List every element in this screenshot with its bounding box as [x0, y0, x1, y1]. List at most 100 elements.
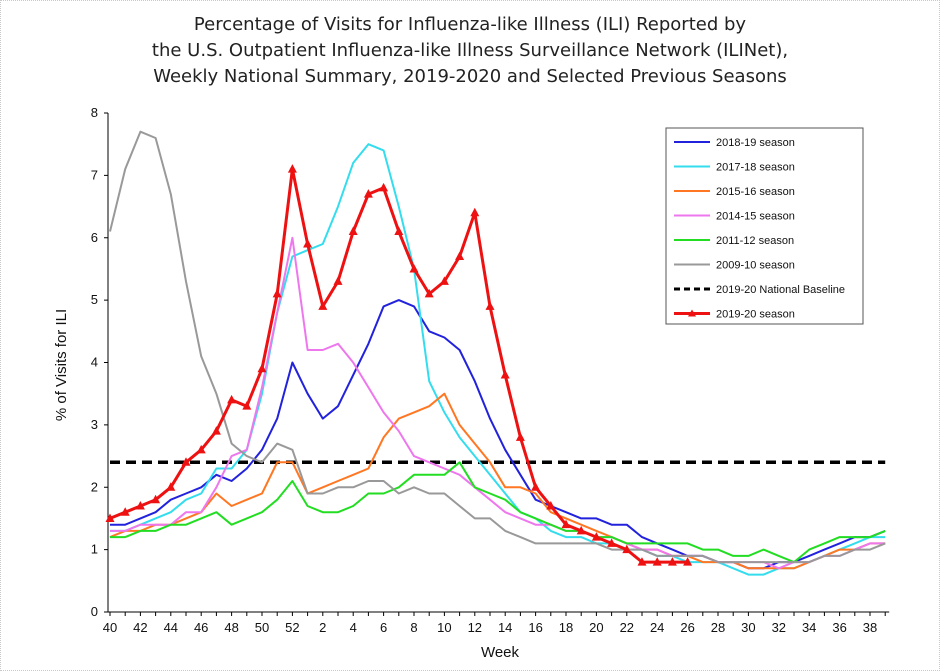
series-line-2015-16-season [109, 392, 886, 570]
y-tick-label: 0 [91, 604, 98, 619]
series-point-2019-20-season [607, 538, 617, 547]
x-tick-label: 10 [437, 620, 451, 635]
series-point-2019-20-season [196, 444, 206, 454]
series-point-2019-20-season [485, 301, 495, 310]
y-tick-label: 6 [91, 230, 98, 245]
series-point-2019-20-season [576, 525, 586, 535]
y-tick-label: 3 [91, 417, 98, 432]
series-point-2019-20-season [379, 182, 389, 192]
x-tick-label: 16 [528, 620, 542, 635]
legend-label-2017-18-season: 2017-18 season [716, 162, 795, 174]
y-tick-label: 2 [91, 479, 98, 494]
series-point-2019-20-season [287, 164, 297, 173]
x-tick-label: 4 [350, 620, 357, 635]
legend-label-2011-12-season: 2011-12 season [716, 235, 794, 247]
x-tick-label: 40 [103, 620, 117, 635]
x-tick-label: 12 [468, 620, 482, 635]
x-tick-label: 52 [285, 620, 299, 635]
x-tick-label: 8 [410, 620, 417, 635]
series-point-2019-20-season [439, 276, 449, 285]
series-point-2019-20-season [303, 238, 313, 248]
chart-title: Percentage of Visits for Influenza-like … [0, 12, 940, 90]
series-point-2019-20-season [683, 557, 693, 566]
x-tick-label: 32 [772, 620, 786, 635]
x-tick-label: 50 [255, 620, 269, 635]
series-point-2019-20-season [181, 457, 191, 466]
y-tick-labels: 0 1 2 3 4 5 6 7 8 [91, 105, 98, 619]
x-tick-label: 48 [224, 620, 238, 635]
series-point-2019-20-season [424, 288, 434, 298]
x-tick-label: 34 [802, 620, 816, 635]
x-tick-label: 26 [680, 620, 694, 635]
series-layer [105, 130, 886, 576]
y-tick-label: 8 [91, 105, 98, 120]
series-line-2011-12-season [110, 461, 886, 564]
series-point-2019-20-season [166, 482, 176, 491]
legend: 2018-19 season 2017-18 season 2015-16 seas… [665, 127, 864, 325]
chart-title-line-3: Weekly National Summary, 2019-2020 and S… [153, 66, 787, 87]
x-tick-label: 24 [650, 620, 664, 635]
x-tick-label: 22 [620, 620, 634, 635]
series-point-2019-20-season [500, 369, 510, 379]
x-tick-labels: 40 42 44 46 48 50 52 2 4 6 8 10 12 14 16 18 20 22 24 26 28 30… [103, 620, 877, 635]
legend-marker-2019-20-season [688, 309, 696, 317]
axes [104, 112, 890, 616]
x-tick-label: 6 [380, 620, 387, 635]
series-point-2019-20-season [561, 519, 571, 529]
legend-label-2009-10-season: 2009-10 season [716, 260, 795, 272]
series-point-2019-20-season [394, 226, 404, 236]
x-tick-label: 44 [164, 620, 178, 635]
series-point-2019-20-season [257, 363, 267, 373]
legend-label-2019-20-national-baseline: 2019-20 National Baseline [716, 284, 845, 296]
series-point-2019-20-season [120, 507, 130, 516]
legend-label-2015-16-season: 2015-16 season [716, 186, 795, 198]
x-tick-label: 46 [194, 620, 208, 635]
series-point-2019-20-season [135, 500, 145, 510]
legend-label-2018-19-season: 2018-19 season [716, 137, 795, 149]
y-tick-label: 5 [91, 292, 98, 307]
series-point-2019-20-season [515, 432, 525, 441]
chart-title-line-2: the U.S. Outpatient Influenza-like Illne… [151, 40, 789, 61]
legend-label-2019-20-season: 2019-20 season [716, 309, 795, 321]
series-point-2019-20-season [470, 207, 480, 217]
series-point-2019-20-season [637, 557, 647, 566]
series-point-2019-20-season [409, 263, 419, 273]
y-axis-label: % of Visits for ILI [53, 309, 70, 421]
x-tick-label: 14 [498, 620, 512, 635]
series-point-2019-20-season [652, 557, 662, 566]
x-tick-label: 36 [832, 620, 846, 635]
x-tick-label: 20 [589, 620, 603, 635]
series-point-2019-20-season [546, 500, 556, 510]
y-tick-label: 1 [91, 542, 98, 557]
series-line-2009-10-season [109, 130, 886, 564]
series-point-2019-20-season [272, 288, 282, 298]
legend-box [665, 127, 864, 325]
series-point-2019-20-season [667, 557, 677, 566]
series-point-2019-20-season [318, 301, 328, 310]
series-point-2019-20-season [591, 532, 601, 541]
y-tick-label: 7 [91, 167, 98, 182]
x-axis-label: Week [481, 644, 520, 661]
x-tick-label: 2 [319, 620, 326, 635]
series-point-2019-20-season [622, 544, 632, 554]
series-point-2019-20-season [531, 482, 541, 491]
series-point-2019-20-season [105, 513, 115, 522]
x-tick-label: 18 [559, 620, 573, 635]
y-tick-label: 4 [91, 355, 98, 370]
x-tick-label: 38 [863, 620, 877, 635]
series-point-2019-20-season [333, 276, 343, 285]
series-point-2019-20-season [363, 189, 373, 198]
x-tick-label: 30 [741, 620, 755, 635]
legend-label-2014-15-season: 2014-15 season [716, 211, 795, 223]
series-point-2019-20-season [242, 401, 252, 410]
series-point-2019-20-season [211, 426, 221, 435]
series-line-2017-18-season [110, 143, 886, 576]
series-point-2019-20-season [348, 226, 358, 236]
series-point-2019-20-season [151, 494, 161, 504]
x-tick-label: 42 [133, 620, 147, 635]
chart-title-line-1: Percentage of Visits for Influenza-like … [193, 14, 747, 35]
x-tick-label: 28 [711, 620, 725, 635]
series-point-2019-20-season [227, 394, 237, 404]
series-point-2019-20-season [455, 251, 465, 260]
